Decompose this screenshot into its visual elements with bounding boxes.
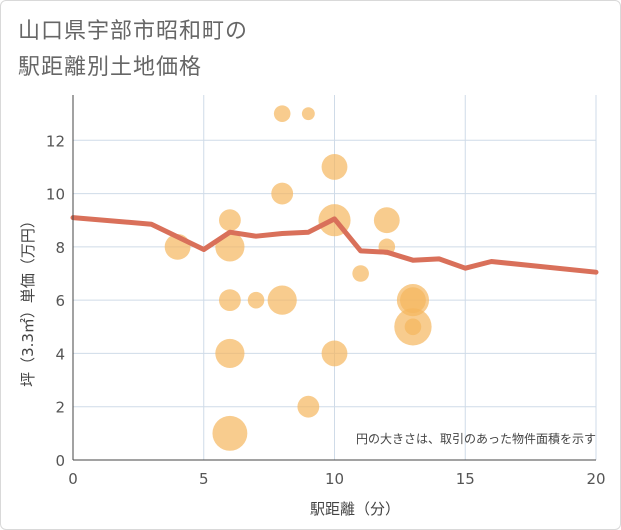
- series-line-average: [70, 215, 599, 275]
- data-point-12: [321, 154, 348, 180]
- size-note: 円の大きさは、取引のあった物件面積を示す: [356, 431, 596, 446]
- grid-lines: [73, 95, 597, 460]
- y-tick-label-12: 12: [46, 132, 65, 150]
- y-tick-label-8: 8: [55, 239, 65, 257]
- data-point-8: [271, 182, 294, 205]
- x-tick-label-20: 20: [586, 470, 605, 488]
- data-point-9: [267, 285, 297, 315]
- y-tick-label-0: 0: [55, 452, 65, 470]
- x-tick-label-5: 5: [199, 470, 209, 488]
- data-point-5: [212, 415, 248, 451]
- x-tick-label-10: 10: [325, 470, 344, 488]
- data-point-6: [247, 291, 265, 309]
- bubble-layer: [164, 105, 432, 451]
- x-axis-label: 駅距離（分）: [310, 500, 400, 518]
- x-tick-label-15: 15: [456, 470, 475, 488]
- data-point-10: [301, 107, 315, 121]
- data-point-21: [404, 318, 422, 336]
- y-tick-label-2: 2: [55, 399, 65, 417]
- data-point-4: [215, 338, 245, 369]
- y-axis-label: 坪（3.3㎡）単価（万円）: [19, 213, 37, 387]
- chart-title: 山口県宇部市昭和町の 駅距離別土地価格: [18, 14, 248, 86]
- line-layer: [70, 215, 599, 275]
- x-tick-label-0: 0: [68, 470, 78, 488]
- y-tick-label-10: 10: [46, 186, 65, 204]
- data-point-19: [400, 287, 426, 314]
- chart-title-line-2: 駅距離別土地価格: [18, 55, 203, 80]
- data-point-11: [297, 395, 320, 418]
- y-tick-label-4: 4: [55, 345, 65, 363]
- data-point-15: [352, 265, 369, 282]
- chart-title-line-1: 山口県宇部市昭和町の: [18, 19, 249, 44]
- axes: [72, 95, 596, 461]
- data-point-3: [218, 289, 241, 312]
- data-point-7: [273, 105, 291, 122]
- y-tick-label-6: 6: [55, 292, 65, 310]
- data-point-1: [218, 209, 241, 232]
- tick-labels: 0 2 4 6 8 10 12 0 5 10 15 20: [46, 132, 606, 488]
- data-point-14: [321, 340, 348, 367]
- data-point-16: [373, 207, 400, 234]
